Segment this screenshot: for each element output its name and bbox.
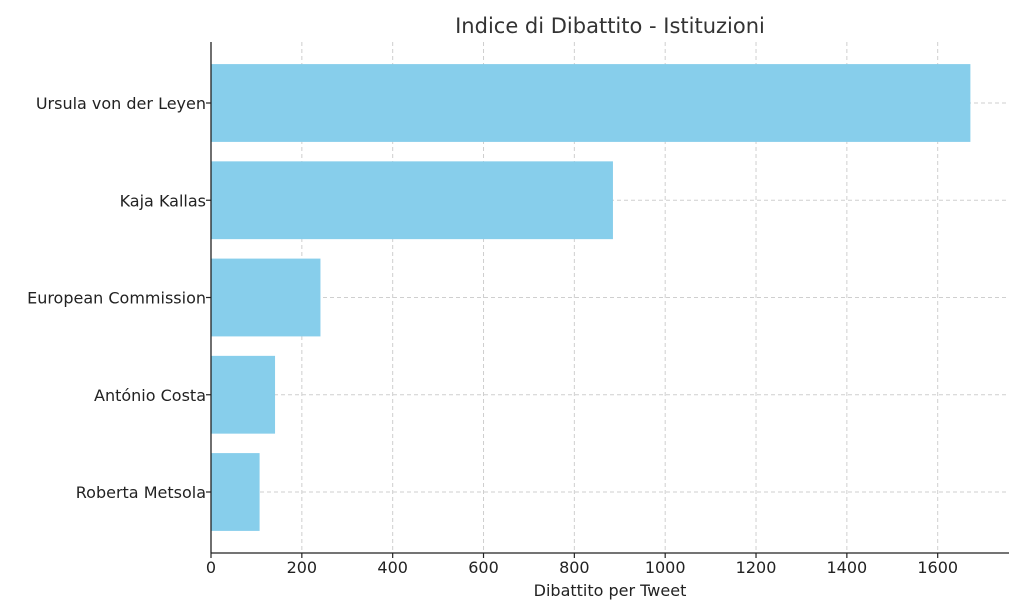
bar	[211, 64, 971, 142]
x-tick-label: 1600	[917, 558, 958, 577]
x-tick-label: 1200	[736, 558, 777, 577]
category-label: Roberta Metsola	[76, 483, 206, 502]
chart-title: Indice di Dibattito - Istituzioni	[455, 14, 765, 38]
x-tick-label: 0	[206, 558, 216, 577]
category-label: European Commission	[27, 289, 206, 308]
axes: 0 200 400 600 800 1000 1200 1400 1600 Ursula von …	[27, 42, 1009, 577]
category-label: António Costa	[94, 386, 206, 405]
bar	[211, 161, 613, 240]
category-label: Ursula von der Leyen	[36, 94, 206, 113]
x-axis-label: Dibattito per Tweet	[534, 581, 687, 600]
bar	[211, 355, 276, 434]
x-tick-label: 1400	[826, 558, 867, 577]
x-tick-label: 1000	[645, 558, 686, 577]
bar	[211, 258, 321, 337]
x-tick-label: 200	[287, 558, 318, 577]
category-label: Kaja Kallas	[120, 191, 206, 210]
x-tick-label: 800	[559, 558, 590, 577]
x-tick-label: 600	[468, 558, 499, 577]
bars	[211, 64, 971, 531]
bar	[211, 453, 260, 531]
x-tick-label: 400	[377, 558, 408, 577]
